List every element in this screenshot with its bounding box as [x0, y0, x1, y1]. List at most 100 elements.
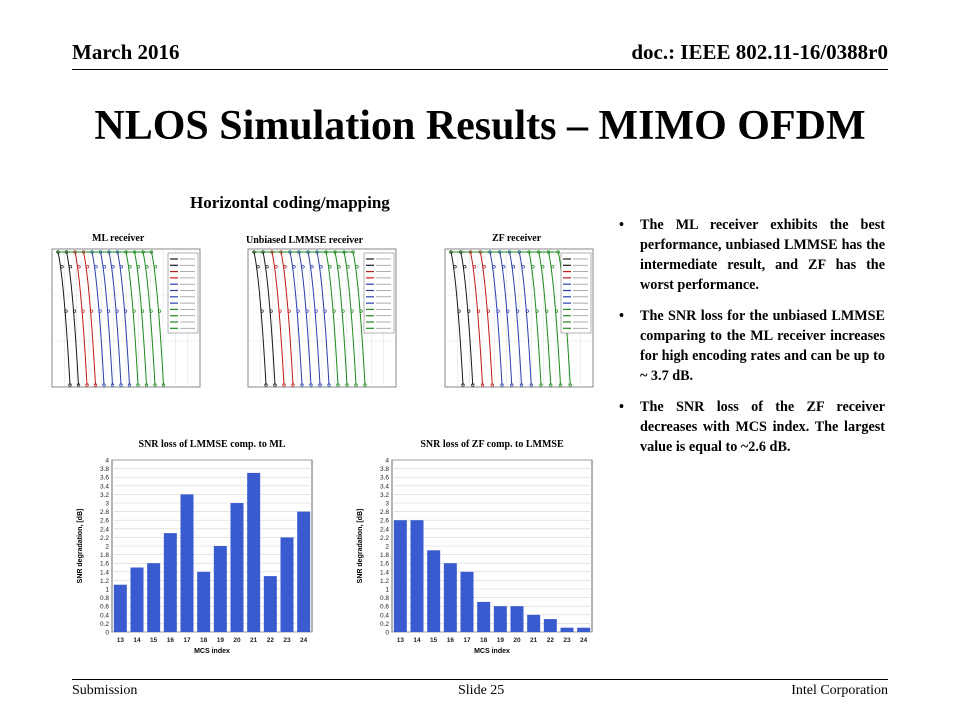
per-curve — [449, 251, 542, 386]
x-tick-label: 14 — [413, 637, 421, 644]
bar — [460, 571, 474, 632]
bar — [543, 619, 557, 632]
y-tick-label: 2.4 — [380, 526, 389, 533]
x-tick-label: 18 — [480, 637, 488, 644]
per-curve — [449, 251, 552, 386]
per-legend-box — [560, 252, 592, 334]
per-curve-marker — [127, 383, 132, 387]
per-curve — [449, 251, 513, 386]
per-curve-marker — [471, 383, 475, 387]
bullet-item-1: • The ML receiver exhibits the best perfo… — [619, 215, 885, 295]
per-curve-marker — [269, 309, 273, 313]
per-curve-marker — [337, 265, 341, 269]
per-plot-panel — [444, 248, 594, 388]
per-plot-zf-label: ZF receiver — [492, 233, 542, 244]
per-curve-marker — [296, 309, 300, 313]
per-curve — [449, 251, 464, 386]
per-curve — [56, 251, 122, 386]
per-curve-marker — [94, 265, 98, 269]
y-tick-label: 1.2 — [100, 578, 109, 585]
bullet-list: • The ML receiver exhibits the best perfo… — [619, 215, 885, 468]
per-curve-marker — [140, 309, 145, 313]
per-curve-marker — [480, 383, 485, 387]
per-curve-marker — [274, 265, 278, 269]
per-curve — [252, 251, 357, 386]
per-curve — [56, 251, 156, 386]
per-curve-marker — [529, 383, 533, 387]
per-curve — [252, 251, 321, 386]
y-tick-label: 0.6 — [380, 604, 389, 611]
x-tick-label: 18 — [200, 637, 208, 644]
bar — [280, 537, 294, 632]
per-curve-marker — [336, 383, 340, 387]
x-tick-label: 13 — [397, 637, 405, 644]
per-curve-marker — [119, 265, 124, 269]
plots-subtitle: Horizontal coding/mapping — [190, 193, 390, 212]
per-curve-marker — [115, 309, 119, 313]
y-tick-label: 3.2 — [380, 492, 389, 499]
y-tick-label: 0.8 — [100, 595, 109, 602]
y-tick-label: 2.2 — [380, 535, 389, 542]
per-curve-marker — [496, 309, 500, 313]
per-curve — [56, 251, 71, 386]
y-tick-label: 3 — [385, 501, 389, 508]
bar — [213, 546, 227, 632]
per-curve — [252, 251, 366, 386]
per-curve-marker — [76, 383, 81, 387]
per-curve-marker — [161, 383, 166, 387]
bar — [197, 571, 211, 632]
per-curve-marker — [157, 309, 162, 313]
y-tick-label: 3 — [105, 501, 109, 508]
per-legend-box — [167, 252, 199, 334]
y-tick-label: 3.6 — [100, 475, 109, 482]
per-curve — [252, 251, 303, 386]
per-curve-marker — [283, 265, 287, 269]
y-tick-label: 4 — [105, 458, 109, 465]
y-axis-label: SNR degradation, [dB] — [77, 509, 84, 584]
bullet-dot-icon: • — [619, 308, 624, 324]
per-plot-ml-label: ML receiver — [92, 233, 145, 244]
per-curve-marker — [519, 383, 524, 387]
per-curve — [449, 251, 503, 386]
y-tick-label: 2.6 — [380, 518, 389, 525]
per-plots-figure — [51, 248, 594, 388]
slide-title: NLOS Simulation Results – MIMO OFDM — [94, 103, 866, 149]
per-plot-panel — [51, 248, 201, 388]
per-curve-marker — [541, 265, 545, 269]
x-tick-label: 13 — [117, 637, 125, 644]
per-curve-marker — [68, 383, 72, 387]
bar-chart-1-title: SNR loss of LMMSE comp. to ML — [138, 439, 286, 450]
per-curve — [449, 251, 483, 386]
y-tick-label: 2 — [385, 544, 389, 551]
per-curve-marker — [77, 265, 81, 269]
per-curve-marker — [467, 309, 471, 313]
y-tick-label: 3.4 — [100, 483, 109, 490]
per-curve — [252, 251, 339, 386]
y-tick-label: 0.8 — [380, 595, 389, 602]
x-tick-label: 24 — [300, 637, 308, 644]
per-curve-marker — [490, 383, 494, 387]
x-tick-label: 14 — [133, 637, 141, 644]
bar — [230, 503, 244, 632]
bar — [493, 606, 507, 632]
bar — [263, 576, 277, 632]
per-curve-marker — [309, 383, 313, 387]
per-curve-marker — [556, 250, 560, 254]
per-curve-marker — [545, 309, 549, 313]
x-tick-label: 24 — [580, 637, 588, 644]
per-curve-marker — [85, 265, 90, 269]
per-curve-marker — [568, 383, 572, 387]
per-curve-marker — [539, 383, 543, 387]
per-curve-marker — [549, 383, 553, 387]
per-curve-marker — [106, 309, 111, 313]
per-curve-marker — [318, 383, 322, 387]
per-curve-marker — [68, 265, 73, 269]
per-curve-marker — [119, 383, 123, 387]
per-curve — [56, 251, 130, 386]
per-curve-marker — [110, 383, 115, 387]
per-curve — [252, 251, 267, 386]
per-plot-lmmse-label: Unbiased LMMSE receiver — [246, 235, 364, 246]
x-axis-label: MCS index — [474, 648, 510, 655]
y-tick-label: 3.8 — [100, 466, 109, 473]
per-curve — [56, 251, 139, 386]
